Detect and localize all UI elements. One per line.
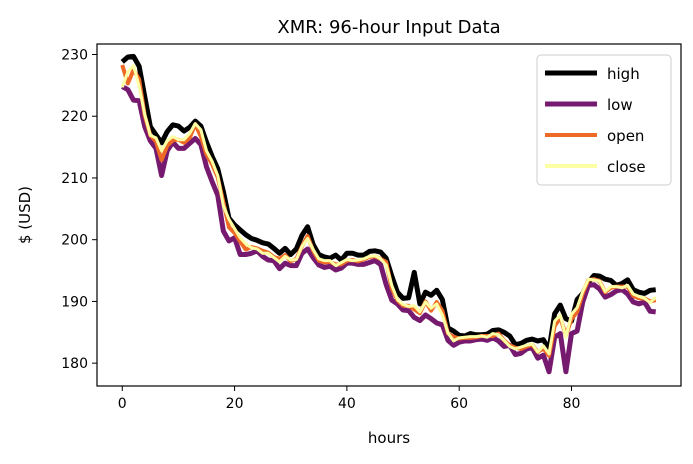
legend-label-open: open [607, 127, 644, 145]
legend-label-low: low [607, 96, 633, 114]
series-lines [120, 53, 657, 375]
legend-frame [536, 54, 672, 186]
x-tick-label: 0 [118, 396, 127, 412]
y-axis-label: $ (USD) [16, 186, 34, 244]
plot-area [96, 43, 682, 387]
y-tick-label: 200 [61, 233, 88, 249]
y-tick-label: 230 [61, 47, 88, 63]
y-tick-label: 210 [61, 171, 88, 187]
series-line-close [120, 64, 657, 356]
y-tick-label: 190 [61, 294, 88, 310]
x-tick-label: 60 [450, 396, 468, 412]
x-tick-label: 80 [563, 396, 581, 412]
x-axis-label: hours [368, 429, 410, 447]
legend: high low open close [536, 54, 672, 186]
y-tick-label: 220 [61, 109, 88, 125]
x-tick-label: 20 [226, 396, 244, 412]
y-axis: 180 190 200 210 220 230 [61, 47, 97, 372]
series-line-low [121, 84, 657, 375]
legend-label-close: close [607, 158, 646, 176]
chart-title: XMR: 96-hour Input Data [277, 17, 500, 38]
y-tick-label: 180 [61, 356, 88, 372]
x-tick-label: 40 [338, 396, 356, 412]
x-axis: 0 20 40 60 80 [118, 386, 581, 412]
axes-frame [96, 43, 682, 387]
legend-label-high: high [607, 65, 640, 83]
